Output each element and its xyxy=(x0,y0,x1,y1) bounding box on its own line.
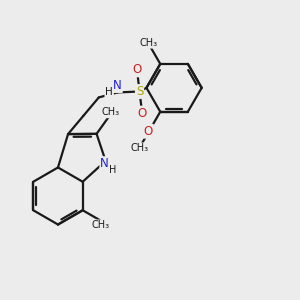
Text: S: S xyxy=(136,85,143,98)
Text: CH₃: CH₃ xyxy=(140,38,158,48)
Text: N: N xyxy=(113,79,122,92)
Text: H: H xyxy=(109,165,117,175)
Text: CH₃: CH₃ xyxy=(102,107,120,117)
Text: CH₃: CH₃ xyxy=(131,143,149,153)
Text: O: O xyxy=(144,125,153,138)
Text: H: H xyxy=(105,86,113,97)
Text: N: N xyxy=(100,157,109,170)
Text: O: O xyxy=(133,63,142,76)
Text: O: O xyxy=(137,106,146,120)
Text: CH₃: CH₃ xyxy=(92,220,110,230)
